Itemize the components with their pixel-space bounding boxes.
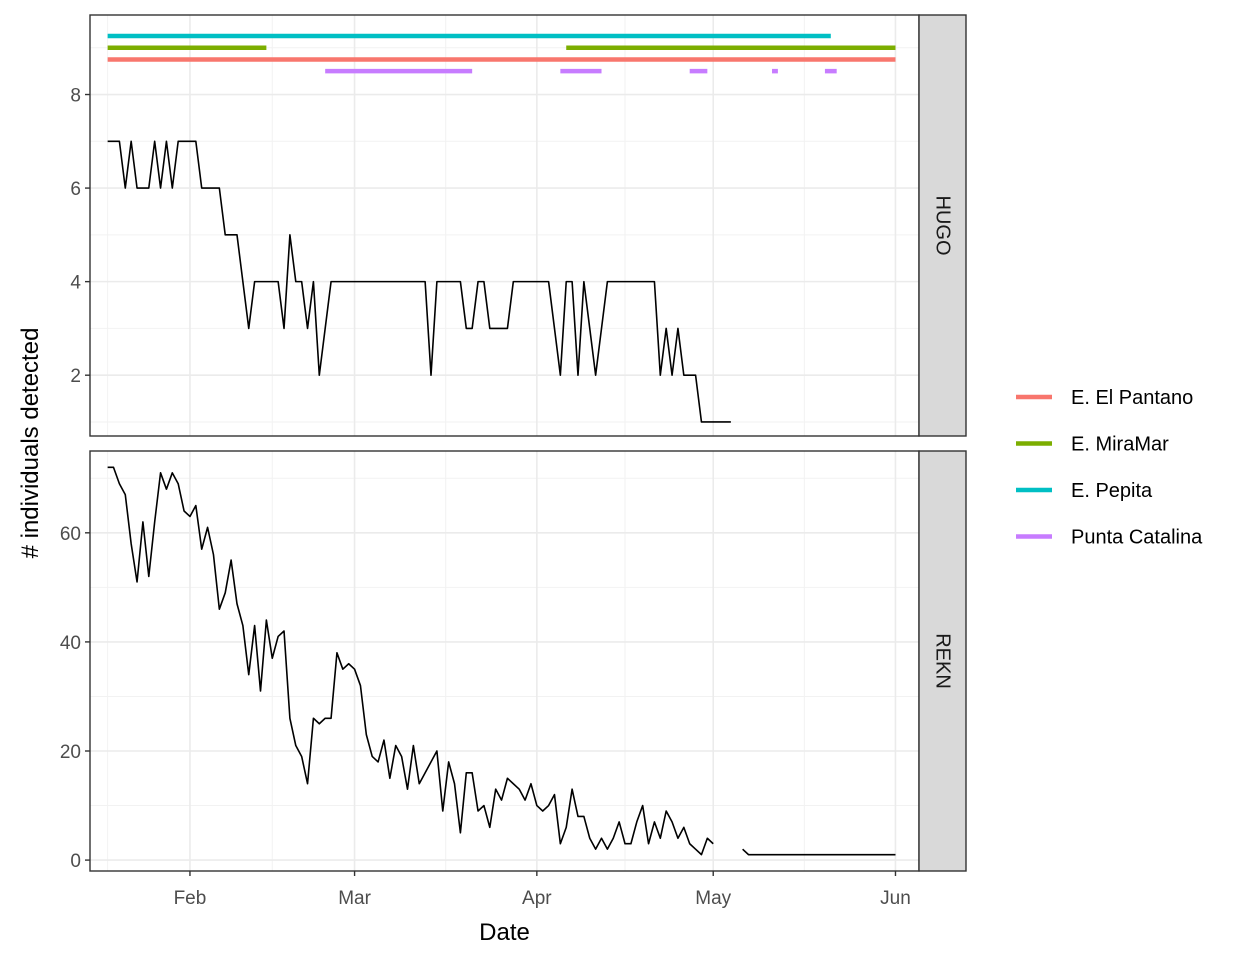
- strip-rekn-label: REKN: [932, 633, 954, 689]
- y-tick-label: 0: [70, 851, 81, 872]
- y-tick-label: 4: [70, 273, 81, 294]
- y-tick-label: 2: [70, 366, 81, 387]
- panel-rekn-background: [90, 451, 919, 871]
- series-line-rekn: [107, 466, 714, 856]
- x-tick-label: Apr: [522, 888, 552, 909]
- panel-rekn-y-axis: 0 20 40 60: [60, 524, 90, 872]
- panel-rekn-lines: [107, 466, 896, 856]
- panel-hugo-site-bars: [107, 33, 896, 74]
- panel-hugo: 2 4 6 8 HUGO: [70, 14, 967, 437]
- panel-rekn: 0 20 40 60 REKN: [60, 450, 967, 872]
- legend: E. El Pantano E. MiraMar E. Pepita Punta Ca…: [1016, 387, 1203, 549]
- series-line-hugo: [107, 140, 731, 423]
- legend-label-e-el-pantano: E. El Pantano: [1071, 387, 1193, 409]
- panel-hugo-y-axis: 2 4 6 8: [70, 86, 90, 387]
- y-tick-label: 20: [60, 742, 81, 763]
- legend-label-punta-catalina: Punta Catalina: [1071, 527, 1203, 549]
- y-tick-label: 6: [70, 179, 81, 200]
- panel-hugo-lines: [107, 140, 731, 423]
- x-axis: Feb Mar Apr May Jun: [174, 871, 911, 909]
- x-tick-label: May: [695, 888, 731, 909]
- strip-hugo-background: [918, 14, 967, 437]
- y-tick-label: 40: [60, 633, 81, 654]
- y-tick-label: 8: [70, 86, 81, 107]
- x-axis-title: Date: [479, 919, 530, 946]
- x-tick-label: Jun: [880, 888, 911, 909]
- y-tick-label: 60: [60, 524, 81, 545]
- panel-rekn-grid: [90, 451, 919, 871]
- legend-label-e-miramar: E. MiraMar: [1071, 434, 1169, 456]
- series-line-rekn: [742, 848, 896, 856]
- strip-rekn-background: [918, 450, 967, 872]
- strip-hugo-label: HUGO: [932, 196, 954, 256]
- x-tick-label: Feb: [174, 888, 207, 909]
- y-axis-title: # individuals detected: [17, 328, 44, 559]
- x-tick-label: Mar: [338, 888, 371, 909]
- panel-hugo-background: [90, 15, 919, 436]
- legend-label-e-pepita: E. Pepita: [1071, 480, 1153, 502]
